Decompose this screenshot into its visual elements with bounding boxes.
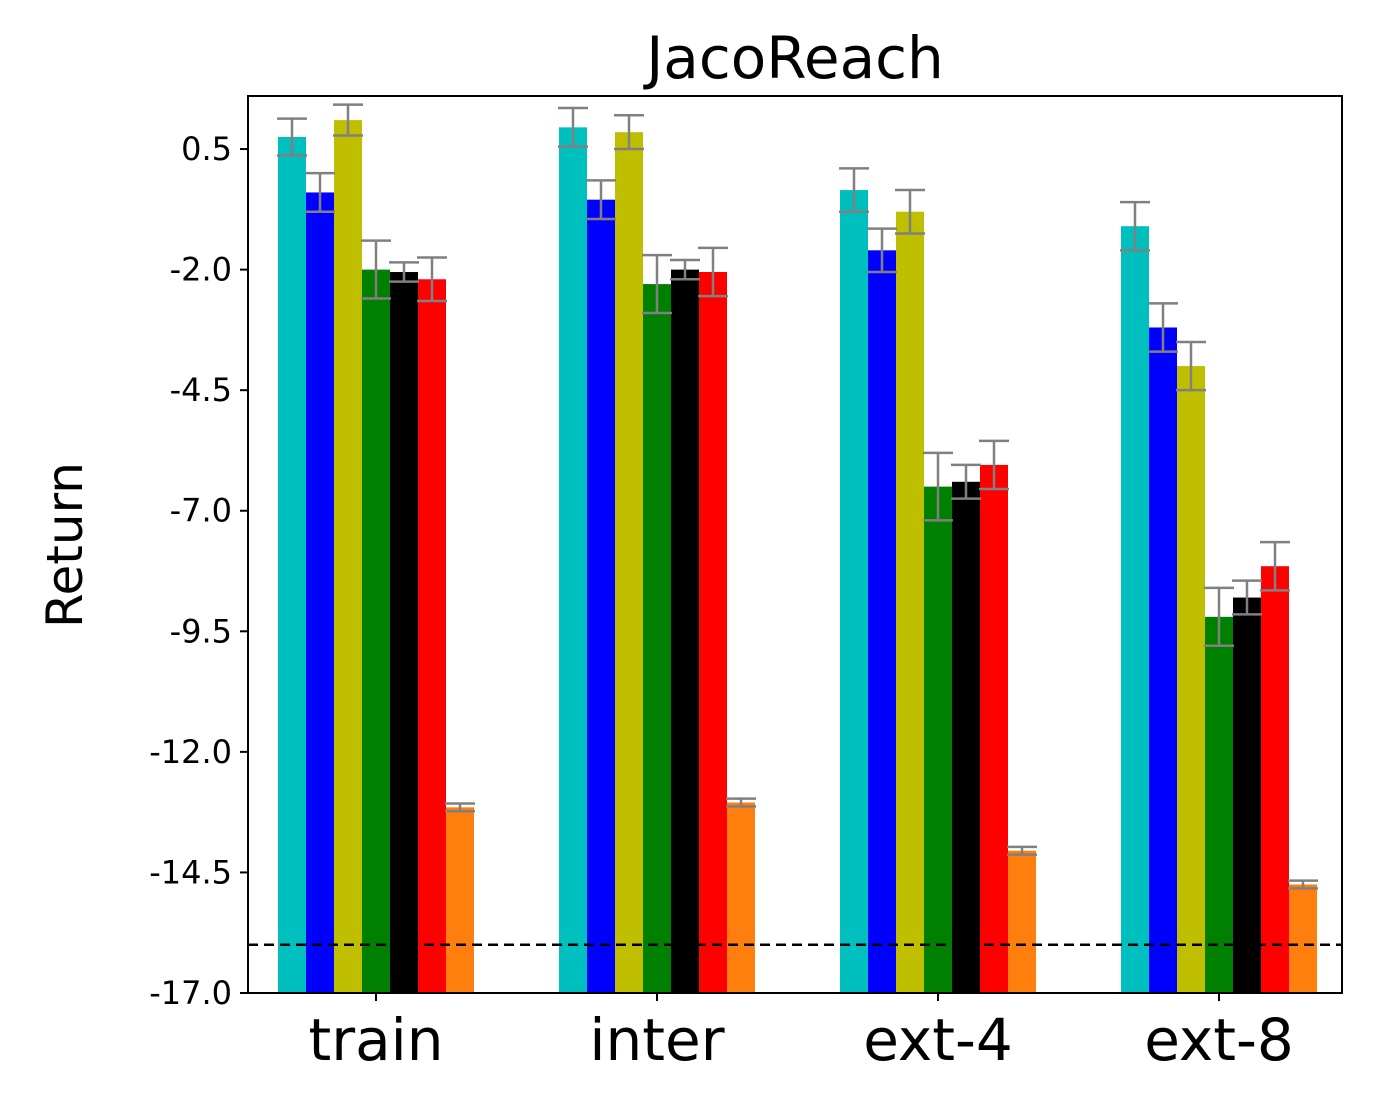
x-tick-label-train: train: [308, 1006, 443, 1074]
error-bar-ext-8-series-1: [1120, 200, 1150, 252]
x-tick-label-ext-4: ext-4: [863, 1006, 1013, 1074]
error-bars-layer: [277, 103, 1318, 890]
bar-train-series-2: [306, 192, 334, 994]
error-bar-ext-8-series-3: [1176, 340, 1206, 392]
error-bar-inter-series-6: [698, 246, 728, 298]
bar-train-series-6: [418, 279, 446, 993]
error-bar-ext-8-series-5: [1232, 579, 1262, 616]
bar-ext-8-series-4: [1205, 616, 1233, 993]
x-tick-label-ext-8: ext-8: [1144, 1006, 1294, 1074]
error-bar-train-series-2: [305, 171, 335, 213]
error-bar-ext-8-series-7: [1288, 879, 1318, 890]
y-tick-label: -2.0: [170, 251, 232, 289]
error-bar-ext-4-series-2: [867, 227, 897, 274]
bar-inter-series-2: [587, 199, 615, 993]
y-tick-label: -14.5: [149, 853, 232, 891]
bars-layer: [278, 120, 1317, 994]
bar-ext-4-series-4: [924, 486, 952, 993]
error-bar-ext-4-series-6: [979, 439, 1009, 491]
error-bar-ext-8-series-4: [1204, 586, 1234, 648]
bar-ext-8-series-3: [1177, 366, 1205, 993]
error-bar-ext-8-series-6: [1260, 540, 1290, 592]
x-tick-label-inter: inter: [589, 1006, 724, 1074]
bar-ext-4-series-7: [1008, 850, 1036, 993]
y-tick-label: -12.0: [149, 733, 232, 771]
bar-inter-series-5: [671, 269, 699, 993]
error-bar-inter-series-5: [670, 258, 700, 281]
y-axis: 0.5 -2.0 -4.5 -7.0 -9.5 -12.0 -14.5 -17.0: [149, 130, 248, 1012]
bar-ext-4-series-3: [896, 211, 924, 993]
bar-train-series-3: [334, 120, 362, 993]
bar-inter-series-4: [643, 284, 671, 993]
chart-title: JacoReach: [643, 24, 944, 92]
bar-ext-4-series-6: [980, 464, 1008, 993]
y-tick-label: -9.5: [170, 612, 232, 650]
bar-train-series-4: [362, 269, 390, 993]
error-bar-ext-4-series-1: [839, 167, 869, 213]
error-bar-train-series-7: [445, 802, 475, 813]
bar-ext-8-series-7: [1289, 884, 1317, 993]
y-tick-label: -7.0: [170, 492, 232, 530]
bar-inter-series-6: [699, 272, 727, 994]
x-axis: train inter ext-4 ext-8: [308, 993, 1294, 1074]
error-bar-inter-series-1: [558, 106, 588, 148]
error-bar-train-series-3: [333, 103, 363, 137]
y-tick-label: -17.0: [149, 974, 232, 1012]
bar-ext-4-series-1: [840, 190, 868, 993]
bar-ext-4-series-5: [952, 481, 980, 993]
bar-inter-series-7: [727, 802, 755, 993]
error-bar-train-series-5: [389, 261, 419, 283]
error-bar-ext-8-series-2: [1148, 302, 1178, 353]
bar-ext-8-series-1: [1121, 226, 1149, 994]
error-bar-inter-series-2: [586, 179, 616, 221]
bar-inter-series-1: [559, 127, 587, 993]
bar-ext-8-series-5: [1233, 597, 1261, 993]
error-bar-train-series-4: [361, 239, 391, 300]
bar-inter-series-3: [615, 132, 643, 993]
bar-ext-8-series-6: [1261, 566, 1289, 993]
bar-train-series-7: [446, 807, 474, 993]
error-bar-ext-4-series-3: [895, 188, 925, 235]
bar-train-series-1: [278, 136, 306, 993]
bar-train-series-5: [390, 272, 418, 994]
error-bar-train-series-1: [277, 117, 307, 157]
y-axis-label: Return: [36, 462, 94, 628]
error-bar-ext-4-series-4: [923, 451, 953, 522]
bar-ext-8-series-2: [1149, 327, 1177, 993]
plot-frame: [247, 95, 1343, 994]
error-bar-ext-4-series-7: [1007, 845, 1037, 856]
y-tick-label: 0.5: [181, 130, 232, 168]
error-bar-train-series-6: [417, 256, 447, 303]
error-bar-inter-series-4: [642, 253, 672, 315]
y-tick-label: -4.5: [170, 371, 232, 409]
error-bar-inter-series-3: [614, 114, 644, 151]
error-bar-ext-4-series-5: [951, 463, 981, 500]
bar-ext-4-series-2: [868, 250, 896, 994]
error-bar-inter-series-7: [726, 797, 756, 808]
